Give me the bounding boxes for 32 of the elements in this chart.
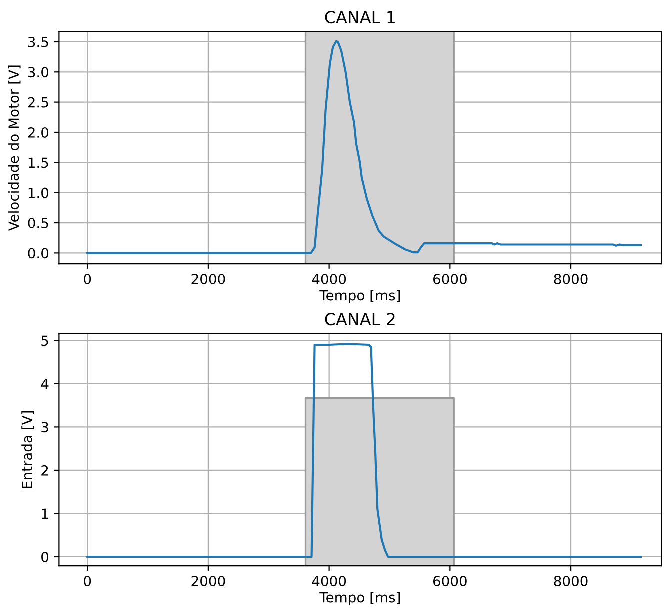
chart-title: CANAL 1 — [325, 11, 395, 24]
y-tick-label: 3 — [42, 422, 48, 433]
line-series — [86, 40, 642, 254]
y-tick-label: 3.0 — [28, 67, 49, 78]
x-tick-label: 2000 — [192, 576, 226, 587]
x-tick-label: 6000 — [433, 274, 467, 285]
x-tick-label: 4000 — [312, 274, 346, 285]
x-tick-label: 8000 — [554, 274, 588, 285]
y-tick-label: 2.5 — [28, 97, 48, 108]
x-axis-title: Tempo [ms] — [320, 290, 400, 304]
y-tick-label: 5 — [42, 336, 48, 346]
y-tick-label: 0.0 — [28, 248, 49, 259]
x-tick-label: 4000 — [312, 576, 346, 587]
x-axis-title: Tempo [ms] — [320, 592, 400, 606]
y-tick-label: 1.0 — [28, 188, 49, 198]
y-tick-label: 1.5 — [28, 158, 48, 168]
y-tick-label: 2 — [42, 465, 48, 476]
y-axis-title: Velocidade do Motor [V] — [8, 66, 21, 232]
x-tick-label: 0 — [84, 274, 92, 285]
y-tick-label: 3.5 — [28, 36, 48, 48]
y-tick-label: 1 — [42, 508, 48, 520]
x-tick-label: 6000 — [433, 576, 467, 587]
y-tick-label: 2.0 — [28, 127, 49, 138]
line-series — [86, 343, 642, 558]
y-axis-title: Entrada [V] — [22, 411, 34, 488]
x-tick-label: 0 — [84, 576, 92, 587]
x-tick-label: 8000 — [554, 576, 588, 587]
x-tick-label: 2000 — [192, 274, 226, 285]
chart-title: CANAL 2 — [325, 313, 395, 326]
y-tick-label: 0 — [42, 552, 49, 562]
y-tick-label: 4 — [41, 379, 49, 390]
y-tick-label: 0.5 — [28, 218, 48, 228]
